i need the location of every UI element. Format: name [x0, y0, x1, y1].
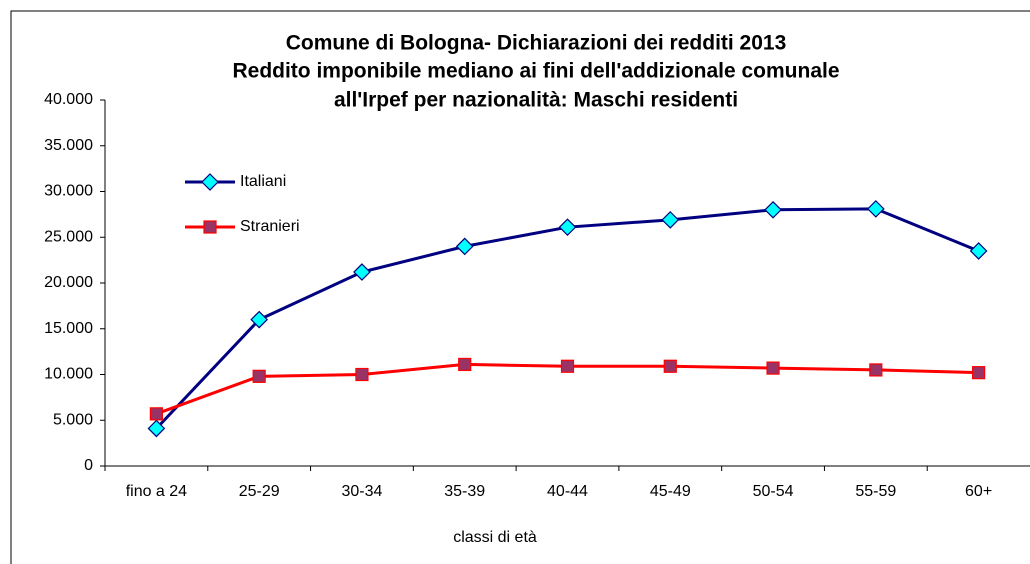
- marker: [866, 200, 885, 218]
- marker: [250, 310, 269, 329]
- legend-label: Italiani: [240, 173, 286, 190]
- marker: [972, 366, 986, 380]
- marker: [147, 419, 166, 438]
- series-line: [155, 207, 980, 430]
- y-tick-label: 35.000: [44, 137, 93, 154]
- marker: [764, 200, 782, 219]
- x-tick-label: 60+: [965, 483, 992, 500]
- legend-label: Stranieri: [240, 218, 300, 235]
- marker: [458, 357, 472, 372]
- marker: [203, 220, 217, 234]
- marker: [560, 359, 575, 373]
- marker: [558, 218, 577, 237]
- marker: [766, 361, 780, 375]
- x-tick-label: 30-34: [341, 483, 382, 500]
- x-tick-label: 45-49: [650, 483, 691, 500]
- marker: [661, 211, 680, 229]
- chart-title: Reddito imponibile mediano ai fini dell'…: [232, 60, 839, 83]
- x-tick-label: 55-59: [855, 483, 896, 500]
- marker: [455, 237, 474, 256]
- x-tick-label: 25-29: [239, 483, 280, 500]
- marker: [355, 367, 369, 382]
- x-tick-label: 50-54: [753, 483, 794, 500]
- marker: [353, 263, 371, 281]
- chart-frame: [10, 10, 1030, 564]
- x-tick-label: 40-44: [547, 483, 588, 500]
- x-tick-label: fino a 24: [126, 483, 187, 500]
- y-tick-label: 20.000: [44, 274, 93, 291]
- marker: [252, 369, 266, 383]
- y-tick-label: 15.000: [44, 320, 93, 337]
- y-tick-label: 30.000: [44, 183, 93, 200]
- chart-title: Comune di Bologna- Dichiarazioni dei red…: [286, 32, 787, 55]
- x-tick-label: 35-39: [444, 483, 485, 500]
- marker: [201, 173, 219, 191]
- marker: [149, 407, 163, 421]
- y-tick-label: 5.000: [53, 411, 93, 428]
- marker: [969, 242, 988, 260]
- chart-title: all'Irpef per nazionalità: Maschi reside…: [334, 89, 738, 112]
- x-axis-label: classi di età: [453, 529, 537, 546]
- y-tick-label: 10.000: [44, 366, 93, 383]
- marker: [663, 359, 677, 373]
- y-tick-label: 40.000: [44, 91, 93, 108]
- y-tick-label: 0: [84, 457, 93, 474]
- marker: [869, 363, 883, 377]
- y-tick-label: 25.000: [44, 228, 93, 245]
